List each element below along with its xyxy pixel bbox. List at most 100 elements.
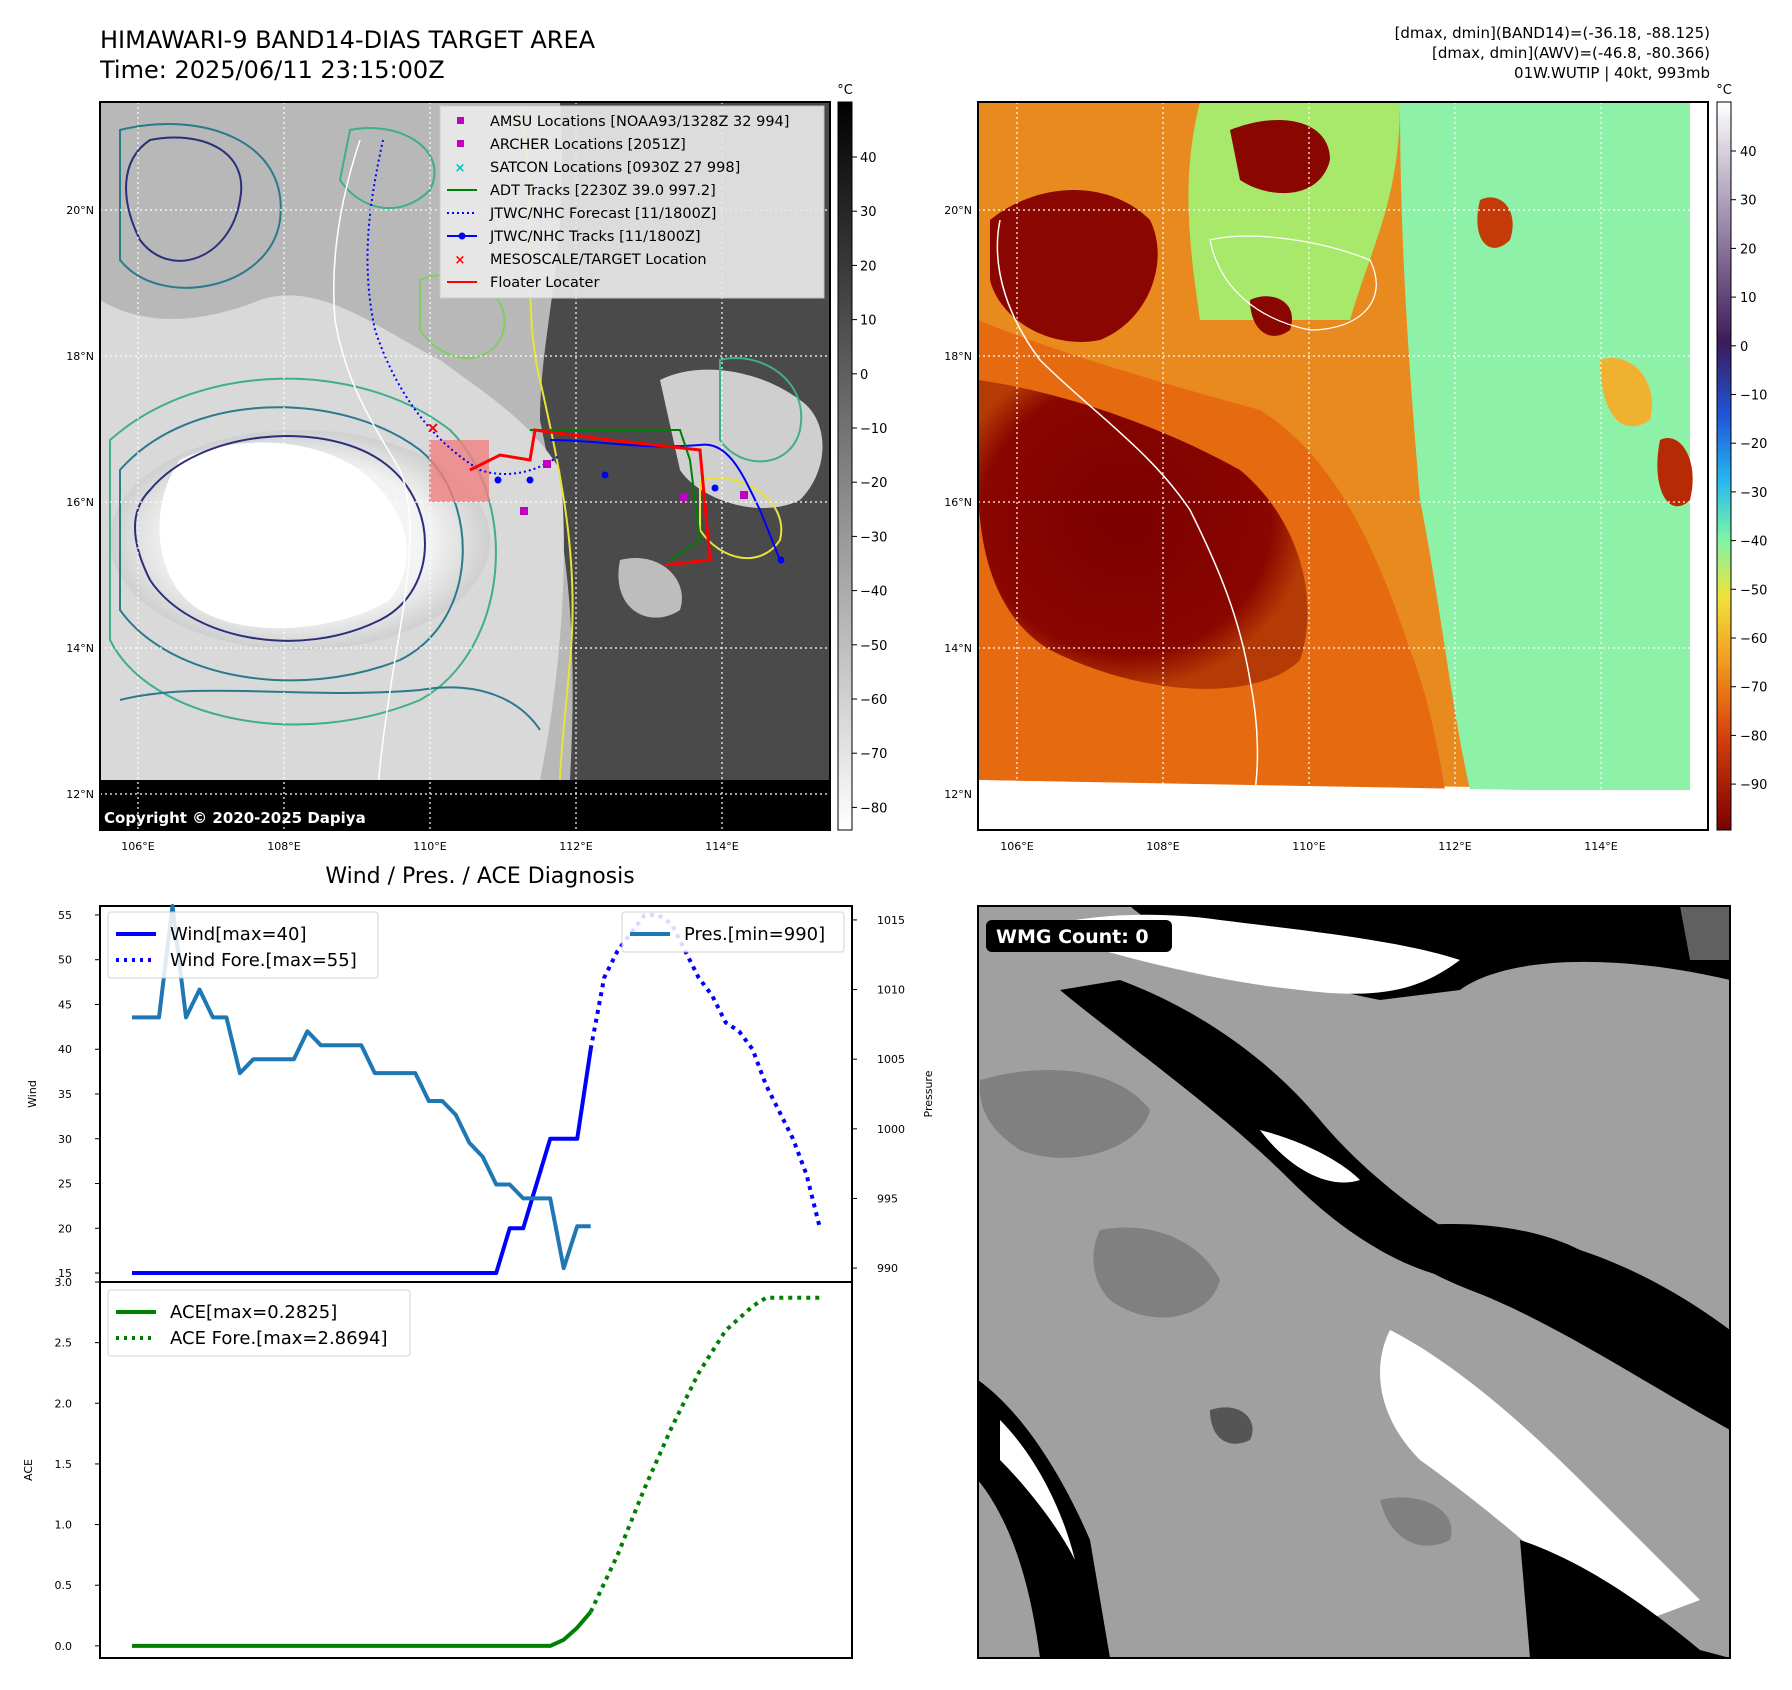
gray-colorbar-ticks: 40 30 20 10 0 −10 −20 −30 −40 −50 −60 −70 −80: [852, 151, 887, 816]
legend-target: MESOSCALE/TARGET Location: [490, 252, 707, 268]
ace-tick-label: 0.5: [55, 1579, 73, 1592]
ace-legend-label: ACE[max=0.2825]: [170, 1302, 337, 1323]
pressure-axis-label: Pressure: [922, 1070, 935, 1117]
color-colorbar-tick-label: −80: [1740, 729, 1767, 744]
color-colorbar-tick-label: 40: [1740, 145, 1757, 160]
left-map-lon-tick: 106°E: [121, 840, 154, 853]
ace-chart: ACE 0.0 0.5 1.0 1.5 2.0 2.5 3.0 ACE[max=0.2825…: [22, 1276, 853, 1659]
wind-tick-label: 55: [58, 909, 72, 922]
storm-info-text: 01W.WUTIP | 40kt, 993mb: [1514, 64, 1710, 82]
ace-series-group: [132, 1295, 820, 1648]
left-map-lon-tick: 114°E: [705, 840, 738, 853]
awv-range-text: [dmax, dmin](AWV)=(-46.8, -80.366): [1431, 44, 1710, 62]
gray-colorbar-tick-label: −70: [860, 747, 887, 762]
wind-axis-label: Wind: [26, 1080, 39, 1108]
wind-tick-label: 25: [58, 1178, 72, 1191]
color-colorbar-tick-label: −90: [1740, 778, 1767, 793]
right-map-lon-tick: 110°E: [1292, 840, 1325, 853]
left-map-lat-tick: 18°N: [66, 350, 94, 363]
gray-colorbar-tick-label: −50: [860, 639, 887, 654]
gray-colorbar-tick-label: −60: [860, 693, 887, 708]
pressure-legend-label: Pres.[min=990]: [684, 924, 825, 945]
ace-tick-label: 0.0: [55, 1640, 73, 1653]
map-legend: AMSU Locations [NOAA93/1328Z 32 994] ARC…: [439, 105, 825, 299]
chart-title: HIMAWARI-9 BAND14-DIAS TARGET AREA: [100, 26, 596, 54]
ace-series-line: [132, 1610, 593, 1648]
legend-amsu: AMSU Locations [NOAA93/1328Z 32 994]: [490, 114, 789, 130]
ace-forecast-line: [588, 1295, 820, 1613]
color-colorbar-tick-label: −20: [1740, 437, 1767, 452]
band14-range-text: [dmax, dmin](BAND14)=(-36.18, -88.125): [1394, 24, 1710, 42]
wind-legend-label: Wind[max=40]: [170, 924, 307, 945]
wind-series-line: [132, 1048, 593, 1275]
legend-forecast: JTWC/NHC Forecast [11/1800Z]: [489, 206, 716, 222]
gray-colorbar-tick-label: 40: [860, 151, 877, 166]
amsu-marker: [457, 117, 464, 124]
color-colorbar-tick-label: 0: [1740, 340, 1748, 355]
gray-colorbar-tick-label: −80: [860, 801, 887, 816]
color-colorbar: °C: [1716, 83, 1732, 831]
color-colorbar-tick-label: 10: [1740, 291, 1757, 306]
archer-marker: [457, 140, 464, 147]
pressure-legend-box: [621, 911, 845, 953]
ace-tick-label: 3.0: [55, 1276, 73, 1289]
color-colorbar-tick-label: −10: [1740, 389, 1767, 404]
left-map-lat-tick: 20°N: [66, 204, 94, 217]
left-map-lon-tick: 110°E: [413, 840, 446, 853]
wind-tick-label: 30: [58, 1133, 72, 1146]
gray-colorbar-tick-label: −20: [860, 476, 887, 491]
ace-tick-label: 1.0: [55, 1519, 73, 1532]
right-map-lat-tick: 12°N: [944, 788, 972, 801]
legend-adt: ADT Tracks [2230Z 39.0 997.2]: [490, 183, 716, 199]
right-map-lon-tick: 108°E: [1146, 840, 1179, 853]
color-map-panel: [977, 101, 1709, 831]
legend-tracks: JTWC/NHC Tracks [11/1800Z]: [489, 229, 701, 245]
right-map-lat-tick: 20°N: [944, 204, 972, 217]
left-map-lat-tick: 12°N: [66, 788, 94, 801]
right-map-lon-tick: 112°E: [1438, 840, 1471, 853]
color-colorbar-tick-label: −70: [1740, 681, 1767, 696]
wind-tick-label: 20: [58, 1222, 72, 1235]
gray-colorbar-tick-label: 10: [860, 314, 877, 329]
wind-y-ticks: 15 20 25 30 35 40 45 50 55: [58, 909, 100, 1280]
gray-colorbar-tick-label: −30: [860, 530, 887, 545]
left-map-lat-tick: 16°N: [66, 496, 94, 509]
legend-satcon: SATCON Locations [0930Z 27 998]: [490, 160, 740, 176]
right-map-lon-tick: 106°E: [1000, 840, 1033, 853]
pressure-tick-label: 1015: [877, 914, 905, 927]
pressure-tick-label: 1010: [877, 984, 905, 997]
gray-colorbar: °C: [837, 83, 853, 831]
ace-legend-box: [107, 1289, 411, 1357]
right-map-lat-tick: 14°N: [944, 642, 972, 655]
color-colorbar-unit: °C: [1716, 83, 1732, 98]
ace-tick-label: 2.0: [55, 1397, 73, 1410]
wmg-count-label: WMG Count: 0: [996, 926, 1149, 948]
color-colorbar-ticks: 40 30 20 10 0 −10 −20 −30 −40 −50 −60 −70 −80 −90: [1731, 145, 1767, 793]
pressure-series-line: [132, 904, 591, 1271]
gray-colorbar-tick-label: 20: [860, 259, 877, 274]
wmg-badge: [986, 920, 1172, 952]
color-colorbar-tick-label: −30: [1740, 486, 1767, 501]
copyright-text: Copyright © 2020-2025 Dapiya: [104, 809, 366, 827]
target-marker: ×: [455, 253, 466, 268]
pressure-y-ticks: 990 995 1000 1005 1010 1015: [852, 914, 905, 1275]
satcon-marker: ×: [455, 161, 466, 176]
legend-floater: Floater Locater: [490, 275, 599, 291]
gray-colorbar-tick-label: 30: [860, 205, 877, 220]
pressure-tick-label: 1000: [877, 1123, 905, 1136]
gray-colorbar-unit: °C: [837, 83, 853, 98]
left-map-lat-tick: 14°N: [66, 642, 94, 655]
pressure-tick-label: 995: [877, 1192, 898, 1205]
ace-tick-label: 2.5: [55, 1337, 73, 1350]
ace-tick-label: 1.5: [55, 1458, 73, 1471]
wind-tick-label: 15: [58, 1267, 72, 1280]
chart-timestamp: Time: 2025/06/11 23:15:00Z: [100, 56, 445, 84]
pressure-tick-label: 990: [877, 1262, 898, 1275]
right-map-lon-tick: 114°E: [1584, 840, 1617, 853]
gray-colorbar-tick-label: −40: [860, 585, 887, 600]
pressure-tick-label: 1005: [877, 1053, 905, 1066]
ace-y-ticks: 0.0 0.5 1.0 1.5 2.0 2.5 3.0: [55, 1276, 100, 1653]
wind-tick-label: 35: [58, 1088, 72, 1101]
svg-text:×: ×: [426, 418, 439, 437]
